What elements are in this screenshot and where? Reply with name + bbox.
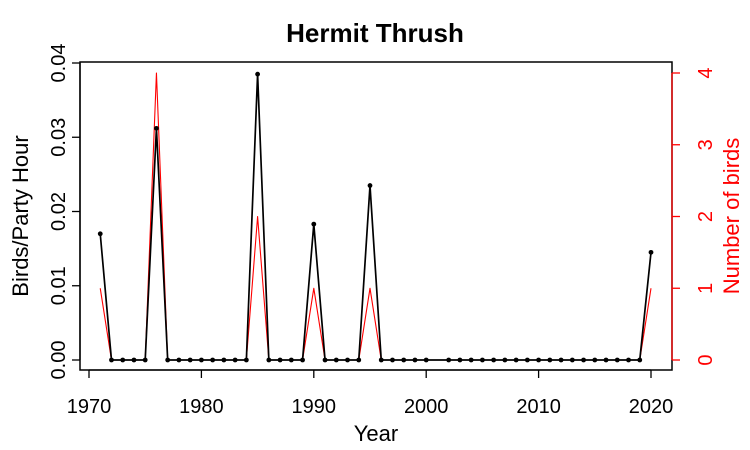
data-point — [547, 357, 553, 363]
data-point — [637, 357, 643, 363]
data-point — [131, 357, 137, 363]
x-tick-label: 2020 — [629, 396, 674, 418]
data-point — [187, 357, 193, 363]
data-point — [356, 357, 362, 363]
data-point — [446, 357, 452, 363]
data-point — [614, 357, 620, 363]
data-point — [367, 183, 373, 188]
data-point — [97, 231, 103, 237]
y-axis-right: 0 1 2 3 4 — [671, 67, 717, 366]
y-left-tick-label: 0.01 — [48, 266, 70, 305]
data-point — [480, 357, 485, 363]
data-point — [255, 71, 260, 77]
data-point — [176, 357, 182, 363]
data-point — [277, 357, 283, 363]
y-right-tick-label: 4 — [695, 67, 717, 78]
data-point — [536, 357, 541, 363]
data-point — [142, 357, 148, 363]
y-axis-left-label: Birds/Party Hour — [8, 135, 33, 296]
data-point — [468, 357, 474, 363]
data-point — [109, 357, 114, 363]
data-point — [266, 357, 272, 363]
right-axis-series — [99, 72, 652, 361]
data-point — [165, 357, 171, 363]
y-axis-right-label: Number of birds — [719, 138, 744, 295]
data-point — [210, 357, 216, 363]
x-tick-label: 1970 — [67, 396, 112, 418]
data-point — [378, 357, 384, 363]
data-point — [558, 357, 564, 363]
birds-per-party-hour-line — [99, 73, 652, 361]
x-tick-label: 2010 — [516, 396, 561, 418]
data-point — [333, 357, 339, 363]
chart-title: Hermit Thrush — [286, 18, 464, 48]
data-point — [524, 357, 530, 363]
data-point — [322, 357, 328, 363]
data-point — [423, 357, 429, 363]
data-point — [232, 357, 238, 363]
y-left-tick-label: 0.03 — [48, 118, 70, 157]
data-point — [345, 357, 350, 363]
data-point — [491, 357, 497, 363]
data-point — [626, 357, 631, 363]
data-point — [300, 357, 305, 363]
data-point — [390, 357, 395, 363]
data-point — [592, 357, 598, 363]
y-left-tick-label: 0.04 — [48, 44, 70, 83]
x-tick-label: 2000 — [404, 396, 449, 418]
y-right-tick-label: 2 — [695, 211, 717, 222]
y-right-tick-label: 3 — [695, 139, 717, 150]
data-point — [243, 357, 249, 363]
y-axis-left: 0.00 0.01 0.02 0.03 0.04 — [48, 44, 81, 380]
data-point — [311, 221, 317, 227]
data-point — [648, 249, 654, 255]
data-point — [401, 357, 407, 363]
data-point — [120, 357, 126, 363]
data-point — [199, 357, 204, 363]
data-point — [154, 125, 159, 131]
data-point — [288, 357, 294, 363]
data-point — [457, 357, 463, 363]
y-right-tick-label: 0 — [695, 354, 717, 365]
y-left-tick-label: 0.02 — [48, 192, 70, 231]
data-point — [513, 357, 519, 363]
x-tick-label: 1990 — [292, 396, 337, 418]
y-right-tick-label: 1 — [695, 283, 717, 294]
left-axis-series — [97, 71, 654, 363]
x-axis: 1970 1980 1990 2000 2010 2020 — [67, 369, 674, 418]
x-axis-label: Year — [354, 421, 398, 446]
x-tick-label: 1980 — [179, 396, 224, 418]
y-left-tick-label: 0.00 — [48, 341, 70, 380]
data-point — [412, 357, 418, 363]
data-point — [502, 357, 508, 363]
data-point — [581, 357, 586, 363]
data-point — [221, 357, 227, 363]
data-point — [603, 357, 609, 363]
data-point — [569, 357, 575, 363]
number-of-birds-line — [99, 72, 652, 361]
